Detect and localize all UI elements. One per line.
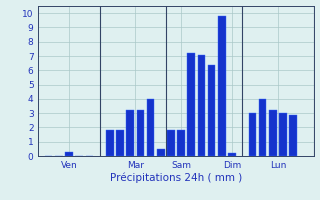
Bar: [177, 130, 185, 156]
Bar: [249, 113, 256, 156]
Bar: [116, 130, 124, 156]
Bar: [147, 99, 154, 156]
Bar: [137, 110, 144, 156]
Bar: [279, 113, 287, 156]
Bar: [167, 130, 175, 156]
Bar: [208, 65, 215, 156]
Bar: [106, 130, 114, 156]
Bar: [157, 149, 164, 156]
Bar: [188, 53, 195, 156]
Bar: [228, 153, 236, 156]
Bar: [259, 99, 267, 156]
Bar: [218, 16, 226, 156]
Bar: [198, 55, 205, 156]
Bar: [269, 110, 277, 156]
Bar: [65, 152, 73, 156]
Bar: [289, 115, 297, 156]
Bar: [126, 110, 134, 156]
X-axis label: Précipitations 24h ( mm ): Précipitations 24h ( mm ): [110, 173, 242, 183]
